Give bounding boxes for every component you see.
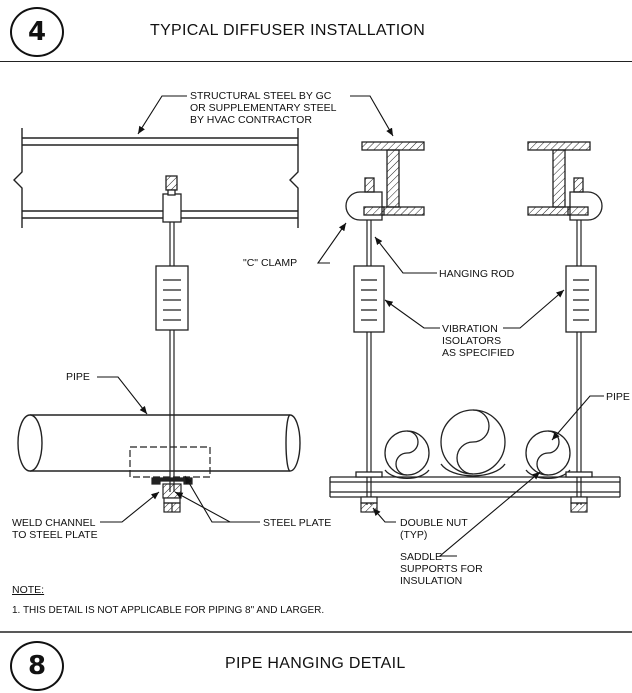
left-channel — [151, 477, 193, 513]
footer-number-badge: 8 — [10, 641, 64, 691]
note-heading: NOTE: — [12, 584, 45, 596]
label-steel-plate: STEEL PLATE — [263, 517, 332, 529]
note-item: 1. THIS DETAIL IS NOT APPLICABLE FOR PIP… — [12, 605, 325, 616]
label-vibration-isolators: VIBRATION ISOLATORS AS SPECIFIED — [442, 323, 515, 359]
footer-title: PIPE HANGING DETAIL — [225, 655, 406, 672]
label-double-nut: DOUBLE NUT (TYP) — [400, 517, 468, 541]
label-pipe-right: PIPE — [606, 391, 630, 403]
left-pipe — [17, 414, 301, 472]
leader-lines — [97, 95, 604, 557]
label-saddle: SADDLE SUPPORTS FOR INSULATION — [400, 551, 483, 587]
right-vibration-isolators — [353, 265, 597, 333]
label-c-clamp: "C" CLAMP — [243, 257, 298, 269]
double-nuts — [360, 496, 588, 513]
right-pipes — [384, 409, 571, 480]
right-beam-2 — [527, 141, 591, 216]
label-weld-channel: WELD CHANNEL TO STEEL PLATE — [12, 517, 98, 541]
left-steel-plate — [129, 446, 211, 478]
right-beam-1 — [361, 141, 425, 216]
c-clamp-1 — [345, 177, 385, 221]
left-beam-clamp — [162, 175, 182, 223]
label-pipe-left: PIPE — [66, 371, 90, 383]
detail-number-badge: 4 — [10, 7, 64, 57]
header-band: 4 TYPICAL DIFFUSER INSTALLATION — [0, 0, 632, 62]
c-clamp-2 — [567, 177, 603, 221]
page-title: TYPICAL DIFFUSER INSTALLATION — [150, 22, 426, 39]
left-vibration-isolator — [155, 265, 189, 331]
left-hanging-rod — [169, 222, 175, 492]
left-beam — [13, 128, 299, 228]
label-hanging-rod: HANGING ROD — [439, 268, 515, 280]
label-structural-steel: STRUCTURAL STEEL BY GC OR SUPPLEMENTARY … — [190, 90, 337, 126]
